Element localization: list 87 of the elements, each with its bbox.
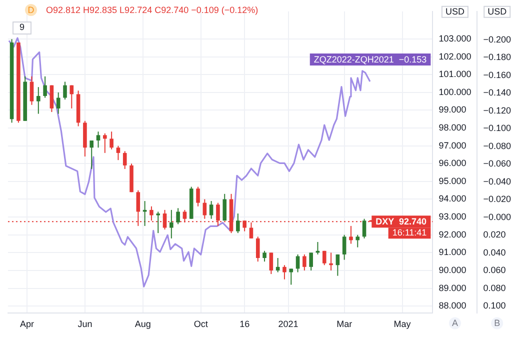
candlestick — [176, 208, 180, 225]
x-tick-label: May — [394, 319, 412, 330]
y2-tick-label: −0.060 — [483, 158, 512, 169]
candlestick — [222, 193, 227, 222]
y2-tick-label: −0.000 — [483, 212, 512, 222]
candlestick — [122, 150, 127, 170]
y2-tick-label: 0.020 — [483, 230, 506, 240]
y-tick-label: 101.000 — [438, 69, 472, 80]
candlestick — [170, 209, 174, 239]
y-tick-label: 100.000 — [438, 86, 472, 97]
candlestick — [302, 254, 306, 271]
y-tick-label: 89.000 — [438, 282, 466, 293]
x-tick-label: Oct — [194, 319, 208, 330]
candlestick — [56, 92, 60, 114]
candlestick — [43, 76, 47, 98]
candlestick — [262, 250, 266, 262]
candlestick — [150, 206, 154, 222]
y2-tick-label: 0.100 — [483, 300, 506, 311]
annotation: 16:11:41 — [392, 228, 427, 238]
y2-tick-label: −0.160 — [483, 70, 512, 80]
y-axis-title: USD — [445, 6, 465, 16]
candlestick — [309, 252, 313, 271]
candlestick — [50, 84, 54, 112]
text: ZQZ2022-ZQH2021 −0.153 — [314, 54, 427, 65]
text: A — [452, 318, 458, 328]
y-tick-label: 102.000 — [438, 51, 472, 62]
y-tick-label: 95.000 — [438, 176, 466, 186]
y2-tick-label: 0.080 — [483, 282, 506, 293]
candlestick — [236, 212, 240, 234]
y2-tick-label: −0.200 — [483, 34, 512, 44]
annotation: O92.812 H92.835 L92.724 C92.740 −0.109 (−0.12%) — [46, 4, 258, 15]
candlestick — [362, 218, 366, 239]
candlestick — [90, 140, 94, 170]
candlestick — [103, 132, 107, 154]
y-tick-label: 98.000 — [438, 122, 466, 133]
candlestick — [256, 236, 260, 262]
candlestick — [269, 252, 274, 275]
text: DXY 92.740 — [376, 216, 427, 227]
x-tick-label: Mar — [336, 319, 352, 330]
x-tick-label: 2021 — [278, 319, 298, 330]
y2-axis-title: USD — [488, 6, 508, 16]
y2-tick-label: 0.040 — [483, 247, 506, 258]
y2-tick-label: 0.060 — [483, 265, 506, 276]
candlestick — [289, 268, 294, 286]
y2-tick-label: −0.120 — [483, 105, 512, 116]
candlestick — [276, 258, 280, 273]
x-tick-label: Apr — [20, 319, 34, 330]
annotation: D — [28, 4, 35, 15]
y-tick-label: 92.000 — [438, 229, 466, 240]
x-tick-label: Jun — [78, 319, 92, 330]
candlestick — [156, 211, 160, 234]
candlestick — [202, 198, 207, 220]
annotation: 9 — [19, 22, 25, 32]
y2-tick-label: −0.180 — [483, 52, 512, 62]
x-tick-label: 16 — [240, 319, 250, 330]
y2-tick-label: −0.100 — [483, 123, 512, 134]
candlestick — [36, 86, 40, 114]
y-tick-label: 99.000 — [438, 104, 466, 115]
candlestick — [296, 254, 300, 273]
y-tick-label: 91.000 — [438, 247, 466, 258]
y2-tick-label: −0.140 — [483, 88, 512, 98]
y2-tick-label: −0.020 — [483, 194, 512, 204]
candlestick — [116, 145, 120, 161]
candlestick — [30, 76, 34, 106]
candlestick — [63, 81, 67, 100]
y-tick-label: 94.000 — [438, 194, 466, 204]
y-tick-label: 88.000 — [438, 300, 466, 311]
candlestick — [349, 225, 353, 244]
candlestick — [249, 222, 254, 239]
candlestick — [336, 254, 340, 276]
text: B — [494, 318, 500, 328]
candlestick — [356, 234, 360, 248]
y2-tick-label: −0.040 — [483, 176, 512, 186]
y2-tick-label: −0.080 — [483, 140, 512, 151]
candlestick — [196, 186, 200, 207]
candlestick — [96, 131, 100, 148]
candlestick — [322, 250, 326, 266]
candlestick — [282, 264, 286, 280]
candlestick — [110, 131, 114, 150]
candlestick — [342, 234, 346, 260]
candlestick — [209, 200, 214, 220]
y-tick-label: 97.000 — [438, 140, 466, 150]
y-tick-label: 103.000 — [438, 33, 472, 44]
y-tick-label: 90.000 — [438, 264, 466, 275]
y-tick-label: 96.000 — [438, 158, 466, 168]
y-tick-label: 93.000 — [438, 212, 466, 222]
x-tick-label: Aug — [134, 319, 151, 330]
